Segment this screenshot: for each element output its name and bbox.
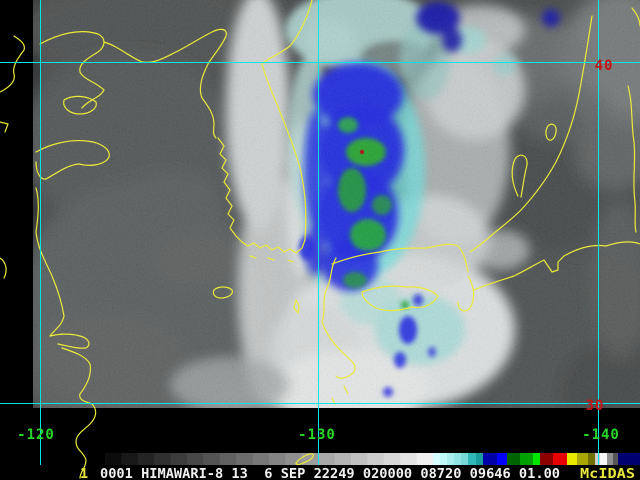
colorbar-segment [170,453,188,465]
lat-label-40: 40 [595,58,614,74]
colorbar-segment [483,453,498,465]
colorbar-segment [285,453,303,465]
image-noise [33,0,640,408]
colorbar-segment [567,453,578,465]
colorbar-segment [533,453,541,465]
graticule [0,0,640,465]
colorbar-segment [334,453,352,465]
colorbar-segment [497,453,508,465]
coastline-china-bohai [39,31,105,109]
colorbar-segment [400,453,418,465]
colorbar-segment [588,453,596,465]
colorbar-segment [520,453,534,465]
colorbar-segment [607,453,614,465]
colorbar-segment [577,453,589,465]
coastline-honshu-south [331,241,640,312]
colorbar-segment [154,453,172,465]
island-shikoku [361,285,439,312]
colorbar-segment [416,453,434,465]
bottom-panel [0,408,640,480]
island-sado [545,123,557,141]
frame-number: 1 [80,466,88,480]
colorbar-segment [618,453,640,465]
colorbar-segment [105,453,122,465]
island-tsushima [293,299,300,314]
coastline-korea-west [217,137,306,254]
island-jeju [212,286,233,299]
mcidas-label: McIDAS [580,466,635,480]
colorbar-segment [447,453,455,465]
colorbar-segment [454,453,462,465]
colorbar-segment [252,453,270,465]
colorbar-segment [540,453,554,465]
colorbar [105,453,640,465]
colorbar-segment [203,453,221,465]
lon-label-140: -140 [582,427,620,443]
colorbar-segment [236,453,254,465]
colorbar-segment [595,453,601,465]
colorbar-segment [468,453,477,465]
colorbar-segment [187,453,204,465]
colorbar-segment [318,453,336,465]
lat-label-30: 30 [586,398,605,414]
status-text: 0001 HIMAWARI-8 13 6 SEP 22249 020000 08… [100,466,560,480]
lon-label-120: -120 [17,427,55,443]
coastline-honshu-west [469,15,593,253]
status-bar: 1 0001 HIMAWARI-8 13 6 SEP 22249 020000 … [80,466,635,480]
coastline-korea-east [261,0,313,241]
colorbar-segment [351,453,368,465]
colorbar-segment [383,453,401,465]
colorbar-segment [219,453,237,465]
colorbar-segment [433,453,441,465]
coastline-shandong [35,139,110,180]
colorbar-segment [476,453,484,465]
korea-south-islands [249,255,294,263]
coastline-korea-bay [103,28,227,139]
colorbar-segment [440,453,448,465]
colorbar-segment [121,453,139,465]
colorbar-segment [507,453,521,465]
island-okinawa [295,453,314,466]
colorbar-segment [613,453,619,465]
colorbar-segment [553,453,568,465]
colorbar-segment [600,453,608,465]
colorbar-segment [367,453,385,465]
peninsula-noto [511,154,528,198]
colorbar-segment [461,453,469,465]
colorbar-segment [137,453,155,465]
colorbar-segment [269,453,286,465]
coastline-liaodong [63,95,97,115]
lon-label-130: -130 [298,427,336,443]
coastline-china-east [35,187,97,479]
satellite-image[interactable] [15,0,640,440]
